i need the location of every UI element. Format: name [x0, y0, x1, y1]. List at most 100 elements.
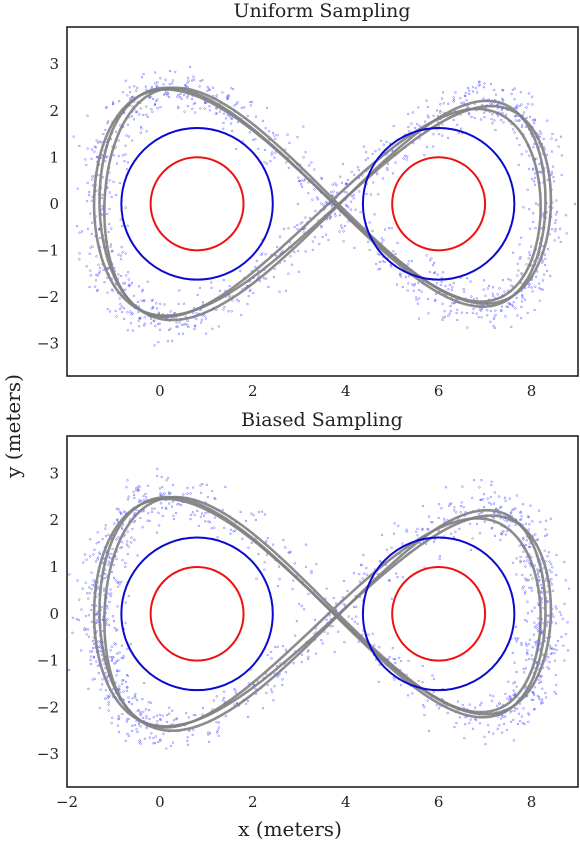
sample-point [265, 162, 269, 165]
sample-point [467, 92, 471, 95]
sample-point [373, 213, 376, 216]
sample-point [290, 263, 294, 266]
sample-point [233, 104, 236, 107]
sample-point [143, 681, 146, 685]
sample-point [524, 543, 528, 547]
sample-point [532, 146, 535, 149]
sample-point [523, 592, 527, 595]
sample-point [515, 106, 518, 109]
trajectory-line [103, 86, 542, 319]
sample-point [132, 118, 136, 121]
sample-point [139, 516, 142, 520]
sample-point [310, 570, 313, 573]
sample-point [137, 285, 141, 288]
sample-point [492, 732, 495, 735]
sample-point [547, 656, 550, 659]
sample-point [524, 590, 527, 593]
sample-point [536, 694, 539, 698]
sample-point [522, 667, 525, 671]
sample-point [515, 573, 518, 576]
sample-point [441, 134, 444, 137]
sample-point [358, 580, 362, 583]
sample-point [125, 685, 129, 689]
sample-point [104, 527, 107, 530]
sample-point [111, 615, 115, 618]
sample-point [132, 490, 135, 493]
sample-point [524, 642, 528, 645]
sample-point [518, 104, 521, 108]
sample-point [512, 301, 515, 304]
sample-point [143, 322, 146, 325]
sample-point [132, 294, 136, 297]
sample-point [118, 181, 121, 185]
sample-point [187, 79, 190, 82]
sample-point [393, 678, 396, 681]
sample-point [492, 294, 495, 298]
sample-point [408, 130, 411, 133]
sample-point [189, 513, 193, 516]
sample-point [421, 681, 424, 684]
sample-point [126, 271, 130, 274]
sample-point [452, 98, 456, 101]
sample-point [420, 290, 423, 293]
sample-point [470, 115, 473, 119]
sample-point [555, 199, 558, 202]
sample-point [208, 105, 211, 108]
sample-point [524, 565, 527, 568]
sample-point [464, 716, 467, 719]
sample-point [139, 107, 142, 110]
sample-point [550, 137, 553, 140]
sample-point [222, 127, 225, 131]
sample-point [405, 530, 408, 533]
sample-point [141, 290, 144, 293]
sample-point [530, 245, 533, 248]
sample-point [150, 107, 153, 111]
sample-point [400, 660, 403, 663]
sample-point [86, 147, 89, 150]
sample-point [530, 286, 533, 289]
sample-point [338, 230, 341, 233]
sample-point [373, 644, 376, 647]
sample-point [560, 173, 563, 177]
sample-point [531, 168, 535, 171]
sample-point [244, 519, 248, 523]
sample-point [164, 78, 167, 81]
sample-point [327, 238, 330, 242]
sample-point [459, 97, 462, 100]
sample-point [509, 695, 512, 699]
sample-point [171, 79, 175, 82]
sample-point [483, 520, 486, 523]
sample-point [263, 161, 266, 164]
sample-point [206, 89, 209, 93]
sample-point [270, 688, 273, 691]
sample-point [114, 662, 117, 665]
sample-point [203, 314, 206, 317]
sample-point [479, 704, 482, 707]
sample-point [236, 120, 240, 124]
sample-point [527, 257, 530, 260]
sample-point [394, 252, 397, 256]
sample-point [169, 744, 172, 748]
sample-point [97, 272, 101, 275]
x-tick-label: 2 [248, 382, 258, 400]
sample-point [341, 596, 344, 599]
sample-point [349, 208, 353, 211]
sample-point [120, 311, 124, 314]
sample-point [330, 204, 334, 207]
sample-point [182, 93, 186, 97]
sample-point [334, 602, 338, 605]
sample-point [171, 483, 175, 487]
sample-point [351, 617, 354, 620]
sample-point [339, 175, 342, 178]
sample-point [86, 181, 89, 185]
sample-point [476, 91, 479, 94]
sample-point [226, 96, 229, 99]
sample-point [84, 581, 87, 584]
sample-point [432, 271, 436, 275]
sample-point [171, 500, 175, 503]
sample-point [106, 120, 110, 123]
sample-point [138, 325, 141, 328]
sample-point [513, 131, 516, 134]
sample-point [332, 596, 335, 600]
sample-point [525, 651, 529, 655]
